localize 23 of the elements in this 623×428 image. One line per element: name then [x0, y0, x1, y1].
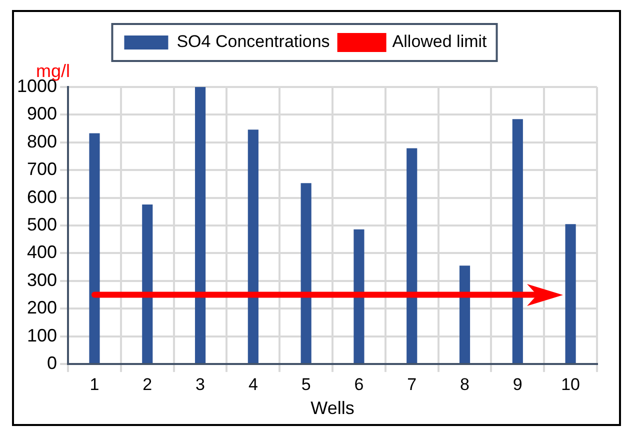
y-tick-label: 500 — [26, 214, 58, 234]
x-tick-label: 10 — [561, 374, 580, 394]
x-tick-label: 1 — [90, 374, 100, 394]
x-tick-label: 6 — [354, 374, 364, 394]
x-tick-label: 4 — [248, 374, 258, 394]
y-tick-label: 800 — [26, 131, 58, 152]
x-tick-label: 5 — [301, 374, 311, 394]
x-tick-label: 8 — [460, 374, 470, 394]
y-tick-label: 700 — [26, 159, 58, 180]
x-tick-label: 9 — [512, 374, 522, 394]
legend-label: SO4 Concentrations — [176, 32, 330, 52]
y-tick-label: 100 — [26, 325, 58, 346]
x-tick-label: 2 — [142, 374, 152, 394]
x-tick-label: 7 — [407, 374, 417, 394]
legend-label: Allowed limit — [392, 32, 488, 52]
y-tick-label: 0 — [47, 352, 58, 373]
y-tick-label: 300 — [26, 270, 58, 290]
y-tick-label: 900 — [26, 104, 58, 124]
y-tick-label: 400 — [26, 242, 58, 262]
y-tick-label: 600 — [26, 186, 58, 207]
x-tick-label: 3 — [196, 374, 206, 394]
x-axis-title: Wells — [310, 398, 354, 418]
y-tick-label: 200 — [26, 298, 58, 318]
